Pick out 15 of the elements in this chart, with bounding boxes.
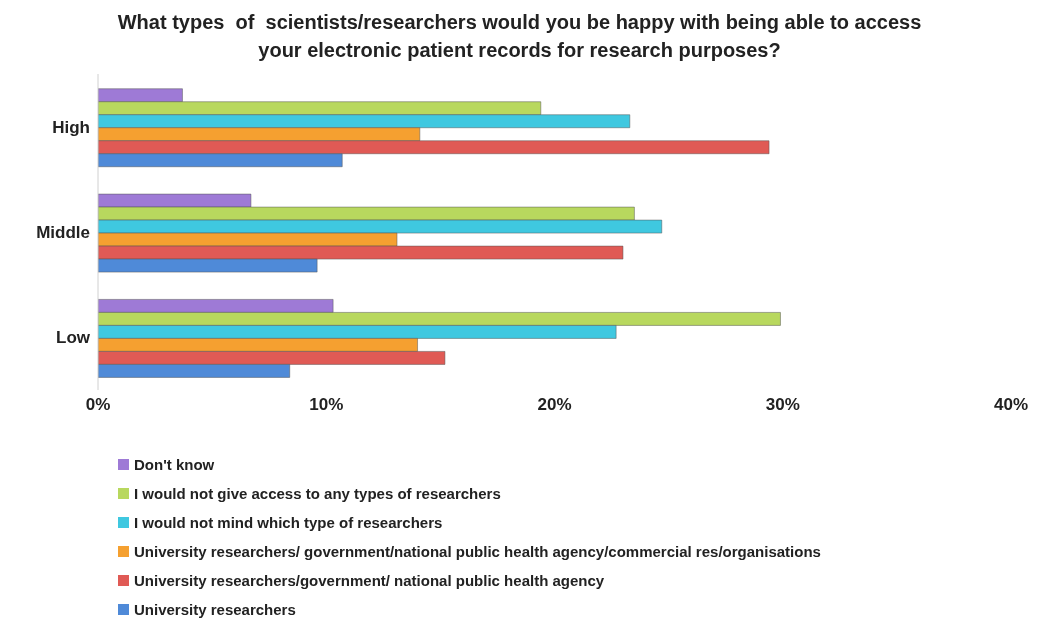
x-tick-label: 30% [765,395,800,415]
x-tick-label: 0% [85,395,111,415]
y-tick-label: Middle [36,223,90,243]
x-tick-label: 20% [537,395,572,415]
legend-label: I would not give access to any types of researchers [134,485,501,502]
x-tick-label: 40% [993,395,1029,415]
legend-label: University researchers/government/ national public health agency [134,572,605,589]
legend-label: Don't know [134,456,215,473]
y-tick-label: Low [56,328,91,348]
legend-label: University researchers/ government/national public health agency/commercial res/organisations [134,543,821,560]
chart-title: What types of scientists/researchers would you be happy with being able to access your electronic patient records for research purposes? [116,10,923,63]
legend-label: I would not mind which type of researchers [134,514,443,531]
legend-label: University researchers [134,601,296,618]
x-tick-label: 10% [309,395,344,415]
y-tick-label: High [52,117,90,137]
